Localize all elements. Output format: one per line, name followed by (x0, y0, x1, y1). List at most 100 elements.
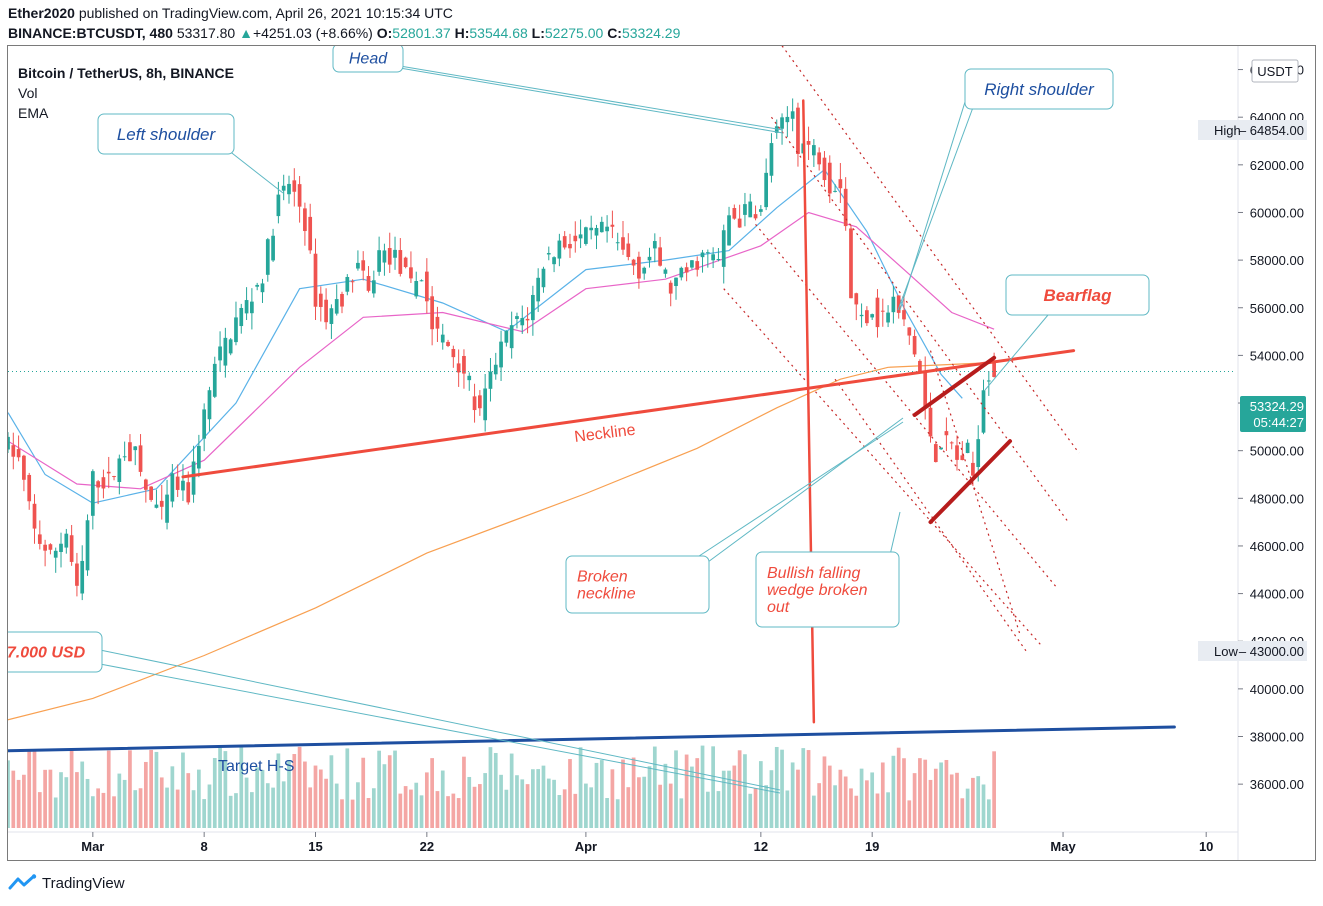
candle-body (637, 256, 641, 279)
volume-bar (149, 749, 154, 828)
right-shoulder-callout-box (964, 68, 1114, 110)
candle-body (711, 254, 715, 261)
volume-bar (796, 769, 800, 828)
change-arrow-icon: ▲ (239, 25, 253, 41)
volume-bar (250, 792, 254, 828)
candle-body (340, 293, 344, 307)
candle-body (377, 250, 381, 272)
candle-body (822, 157, 827, 181)
volume-bar (716, 791, 721, 828)
volume-bar (663, 763, 668, 828)
volume-bar (207, 784, 212, 828)
candle-body (446, 341, 450, 346)
candle-body (366, 276, 371, 291)
volume-bar (366, 798, 371, 828)
candle-body (101, 477, 106, 489)
volume-bar (446, 796, 450, 828)
wedge-breakout-callout-text: wedge broken (767, 582, 868, 599)
candle-body (865, 310, 869, 324)
volume-bar (870, 772, 875, 828)
volume-bar (584, 783, 588, 828)
channel-line (723, 288, 1043, 647)
volume-bar (621, 759, 625, 828)
callout-pointer (889, 511, 901, 556)
volume-bar (451, 793, 456, 828)
volume-bar (573, 793, 578, 828)
legend-ema[interactable]: EMA (18, 105, 49, 121)
footer-brand[interactable]: TradingView (8, 874, 125, 892)
volume-bar (854, 795, 859, 828)
candle-body (599, 221, 604, 233)
candle-body (658, 247, 662, 266)
candle-body (414, 281, 419, 297)
low-badge-value: – 43000.00 (1239, 644, 1304, 659)
volume-bar (75, 772, 79, 828)
volume-bar (499, 774, 503, 828)
candle-body (668, 282, 673, 294)
candle-body (186, 482, 191, 503)
volume-bar (287, 760, 291, 828)
candle-body (732, 208, 737, 219)
candle-body (838, 179, 843, 189)
candle-body (705, 252, 710, 254)
volume-bar (552, 779, 556, 828)
volume-bar (509, 753, 514, 828)
volume-bar (244, 777, 249, 828)
volume-bar (732, 765, 737, 828)
volume-bar (721, 770, 726, 828)
callout-pointer (99, 649, 781, 791)
candle-body (297, 184, 302, 207)
candle-body (652, 241, 657, 249)
candle-body (902, 310, 906, 320)
candles (8, 98, 996, 601)
candle-body (774, 126, 779, 133)
volume-pane (8, 745, 996, 828)
volume-bar (727, 770, 731, 828)
volume-bar (462, 756, 466, 828)
volume-bar (647, 766, 652, 828)
volume-bar (106, 750, 111, 828)
callout-pointer (689, 421, 904, 563)
author-name[interactable]: Ether2020 (8, 5, 75, 21)
high-badge (1198, 120, 1307, 140)
volume-bar (933, 768, 938, 828)
candle-body (504, 330, 509, 343)
volume-bar (186, 773, 191, 828)
ema-line (8, 168, 963, 504)
candle-body (721, 230, 726, 267)
candle-body (780, 117, 784, 129)
candle-body (435, 316, 440, 329)
candle-body (965, 442, 970, 454)
y-tick-label: 58000.00 (1250, 253, 1304, 268)
volume-bar (637, 777, 641, 828)
volume-bar (679, 798, 684, 828)
volume-bar (838, 769, 843, 828)
legend-vol[interactable]: Vol (18, 85, 38, 101)
channel-line (781, 46, 1080, 454)
candle-body (610, 224, 615, 227)
legend-title[interactable]: Bitcoin / TetherUS, 8h, BINANCE (18, 65, 234, 81)
candle-body (886, 312, 890, 323)
x-tick-label: Apr (575, 839, 597, 854)
candle-body (923, 370, 928, 409)
candle-body (955, 445, 959, 460)
volume-bar (472, 786, 477, 828)
volume-bar (700, 745, 705, 828)
volume-bar (361, 757, 366, 828)
volume-bar (965, 788, 970, 828)
volume-bar (488, 747, 493, 828)
volume-bar (875, 793, 880, 828)
candle-body (207, 390, 212, 420)
low-label: L: (531, 25, 545, 41)
volume-bar (371, 788, 376, 828)
wedge-breakout-callout-box (755, 551, 900, 628)
volume-bar (255, 767, 260, 828)
candle-body (234, 317, 238, 343)
volume-bar (737, 750, 742, 828)
candle-body (324, 299, 328, 323)
candle-body (43, 544, 47, 551)
candle-body (128, 442, 132, 462)
candle-body (477, 395, 482, 409)
candle-body (250, 301, 254, 314)
